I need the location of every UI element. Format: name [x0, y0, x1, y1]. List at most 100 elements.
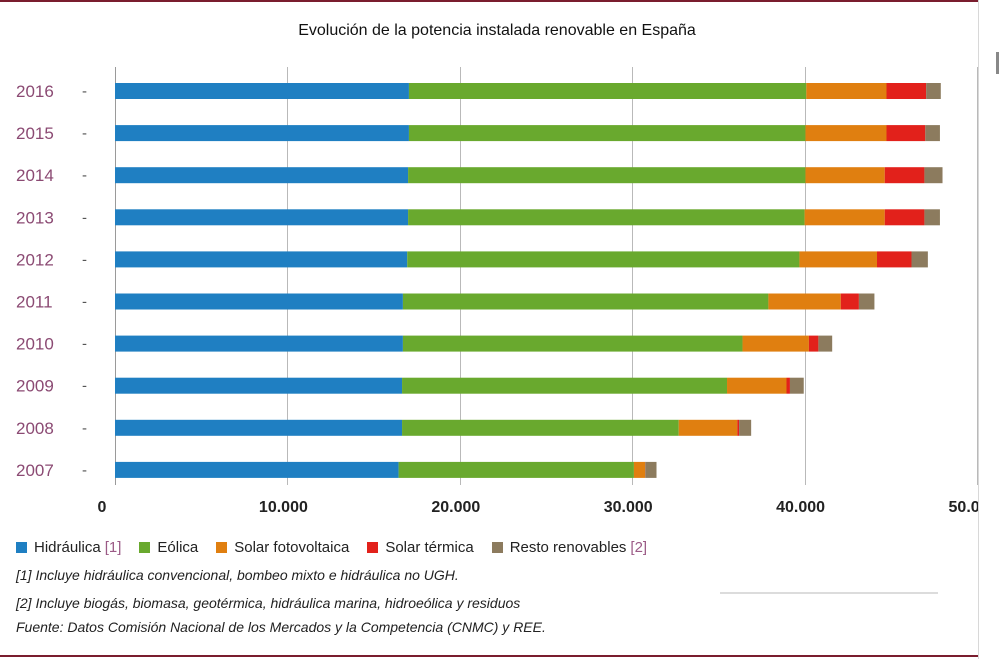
bar-segment [633, 461, 646, 478]
x-tick-label: 20.000 [431, 499, 480, 516]
bar-segment [806, 83, 887, 99]
y-tick-label: 2012 [16, 250, 54, 269]
bar-segment [727, 377, 787, 394]
bar-segment [407, 251, 800, 268]
bar-segment [402, 335, 743, 352]
bar-segment [115, 209, 409, 226]
legend-item: Resto renovables [2] [491, 538, 648, 556]
bar-segment [924, 167, 943, 184]
bar-segment [115, 335, 403, 352]
bar-segment [742, 335, 809, 352]
legend-label: Resto renovables [509, 538, 627, 556]
bar-segment [808, 335, 819, 352]
legend-label: Hidráulica [34, 538, 101, 556]
bar-segment [408, 125, 806, 142]
legend-item: Hidráulica [1] [16, 539, 121, 556]
y-tick-label: 2014 [16, 166, 54, 185]
bar-segment [408, 167, 806, 184]
bar-segment [678, 419, 738, 436]
bar-segment [789, 377, 804, 394]
bar-segment [786, 377, 790, 394]
bar-segment [884, 167, 925, 184]
bar-segment [739, 419, 752, 436]
y-tick-label: 2009 [16, 377, 54, 396]
bar-segment [924, 209, 940, 226]
bar-segment [115, 167, 409, 184]
bar-segment [115, 377, 403, 394]
legend-label: Solar fotovoltaica [234, 538, 350, 556]
y-tick-mark: - [82, 336, 87, 353]
bar-segment [408, 83, 807, 99]
footnote-1: [1] Incluye hidráulica convencional, bom… [16, 567, 459, 583]
y-tick-mark: - [82, 420, 87, 437]
chart-title: Evolución de la potencia instalada renov… [298, 22, 696, 39]
y-tick-mark: - [82, 209, 87, 226]
bar-segment [402, 419, 679, 436]
y-tick-mark: - [82, 462, 87, 479]
legend-swatch [16, 541, 27, 553]
y-tick-mark: - [82, 294, 87, 311]
bar-segment [115, 461, 399, 478]
legend-swatch [216, 541, 228, 553]
legend-swatch [491, 541, 503, 553]
bottom-border [0, 655, 978, 657]
legend-note-ref: [1] [104, 538, 122, 556]
scroll-mark [996, 52, 999, 74]
legend-note-ref: [2] [630, 538, 648, 556]
bar-segment [398, 461, 634, 478]
legend-label: Eólica [157, 538, 199, 556]
right-edge [978, 0, 1000, 659]
legend: Hidráulica [1] Eólica Solar fotovoltaica Sol… [16, 537, 665, 557]
bar-segment [804, 209, 885, 226]
y-tick-label: 2016 [16, 82, 54, 101]
bar-segment [799, 251, 878, 268]
legend-swatch [139, 541, 151, 553]
y-tick-label: 2010 [16, 335, 54, 354]
bar-segment [115, 125, 409, 142]
bar-segment [877, 251, 912, 268]
bar-segment [805, 125, 887, 142]
bar-segment [115, 419, 403, 436]
bar-segment [805, 167, 885, 184]
y-tick-mark: - [82, 167, 87, 184]
bar-segment [115, 293, 403, 310]
bar-segment [402, 377, 728, 394]
legend-item: Solar térmica [367, 538, 474, 556]
bar-segment [737, 419, 740, 436]
source-note: Fuente: Datos Comisión Nacional de los M… [16, 619, 546, 635]
bar-segment [768, 293, 841, 310]
bar-segment [408, 209, 805, 226]
bar-segment [911, 251, 928, 268]
footnote-2: [2] Incluye biogás, biomasa, geotérmica,… [16, 595, 521, 611]
y-tick-mark: - [82, 83, 87, 100]
legend-item: Eólica [139, 539, 198, 556]
bar-segment [840, 293, 859, 310]
bar-segment [925, 125, 940, 142]
top-border [0, 0, 978, 2]
legend-label: Solar térmica [385, 538, 474, 556]
bar-segment [858, 293, 875, 310]
y-tick-mark: - [82, 251, 87, 268]
bar-segment [645, 461, 657, 478]
bar-segment [886, 125, 926, 142]
y-tick-label: 2015 [16, 124, 54, 143]
bar-segment [926, 83, 941, 99]
y-tick-mark: - [82, 125, 87, 142]
bar-segment [115, 251, 408, 268]
bar-segment [402, 293, 769, 310]
x-tick-label: 30.000 [604, 499, 653, 516]
legend-swatch [367, 541, 379, 553]
x-tick-label: 40.000 [776, 499, 825, 516]
bar-segment [884, 209, 925, 226]
x-tick-label: 0 [98, 499, 107, 516]
bar-segment [818, 335, 833, 352]
bar-segment [886, 83, 927, 99]
y-tick-label: 2013 [16, 208, 54, 227]
y-tick-mark: - [82, 378, 87, 395]
separator [720, 592, 938, 594]
y-tick-label: 2011 [16, 293, 53, 312]
y-tick-label: 2007 [16, 461, 54, 480]
legend-item: Solar fotovoltaica [216, 539, 349, 556]
y-tick-label: 2008 [16, 419, 54, 438]
